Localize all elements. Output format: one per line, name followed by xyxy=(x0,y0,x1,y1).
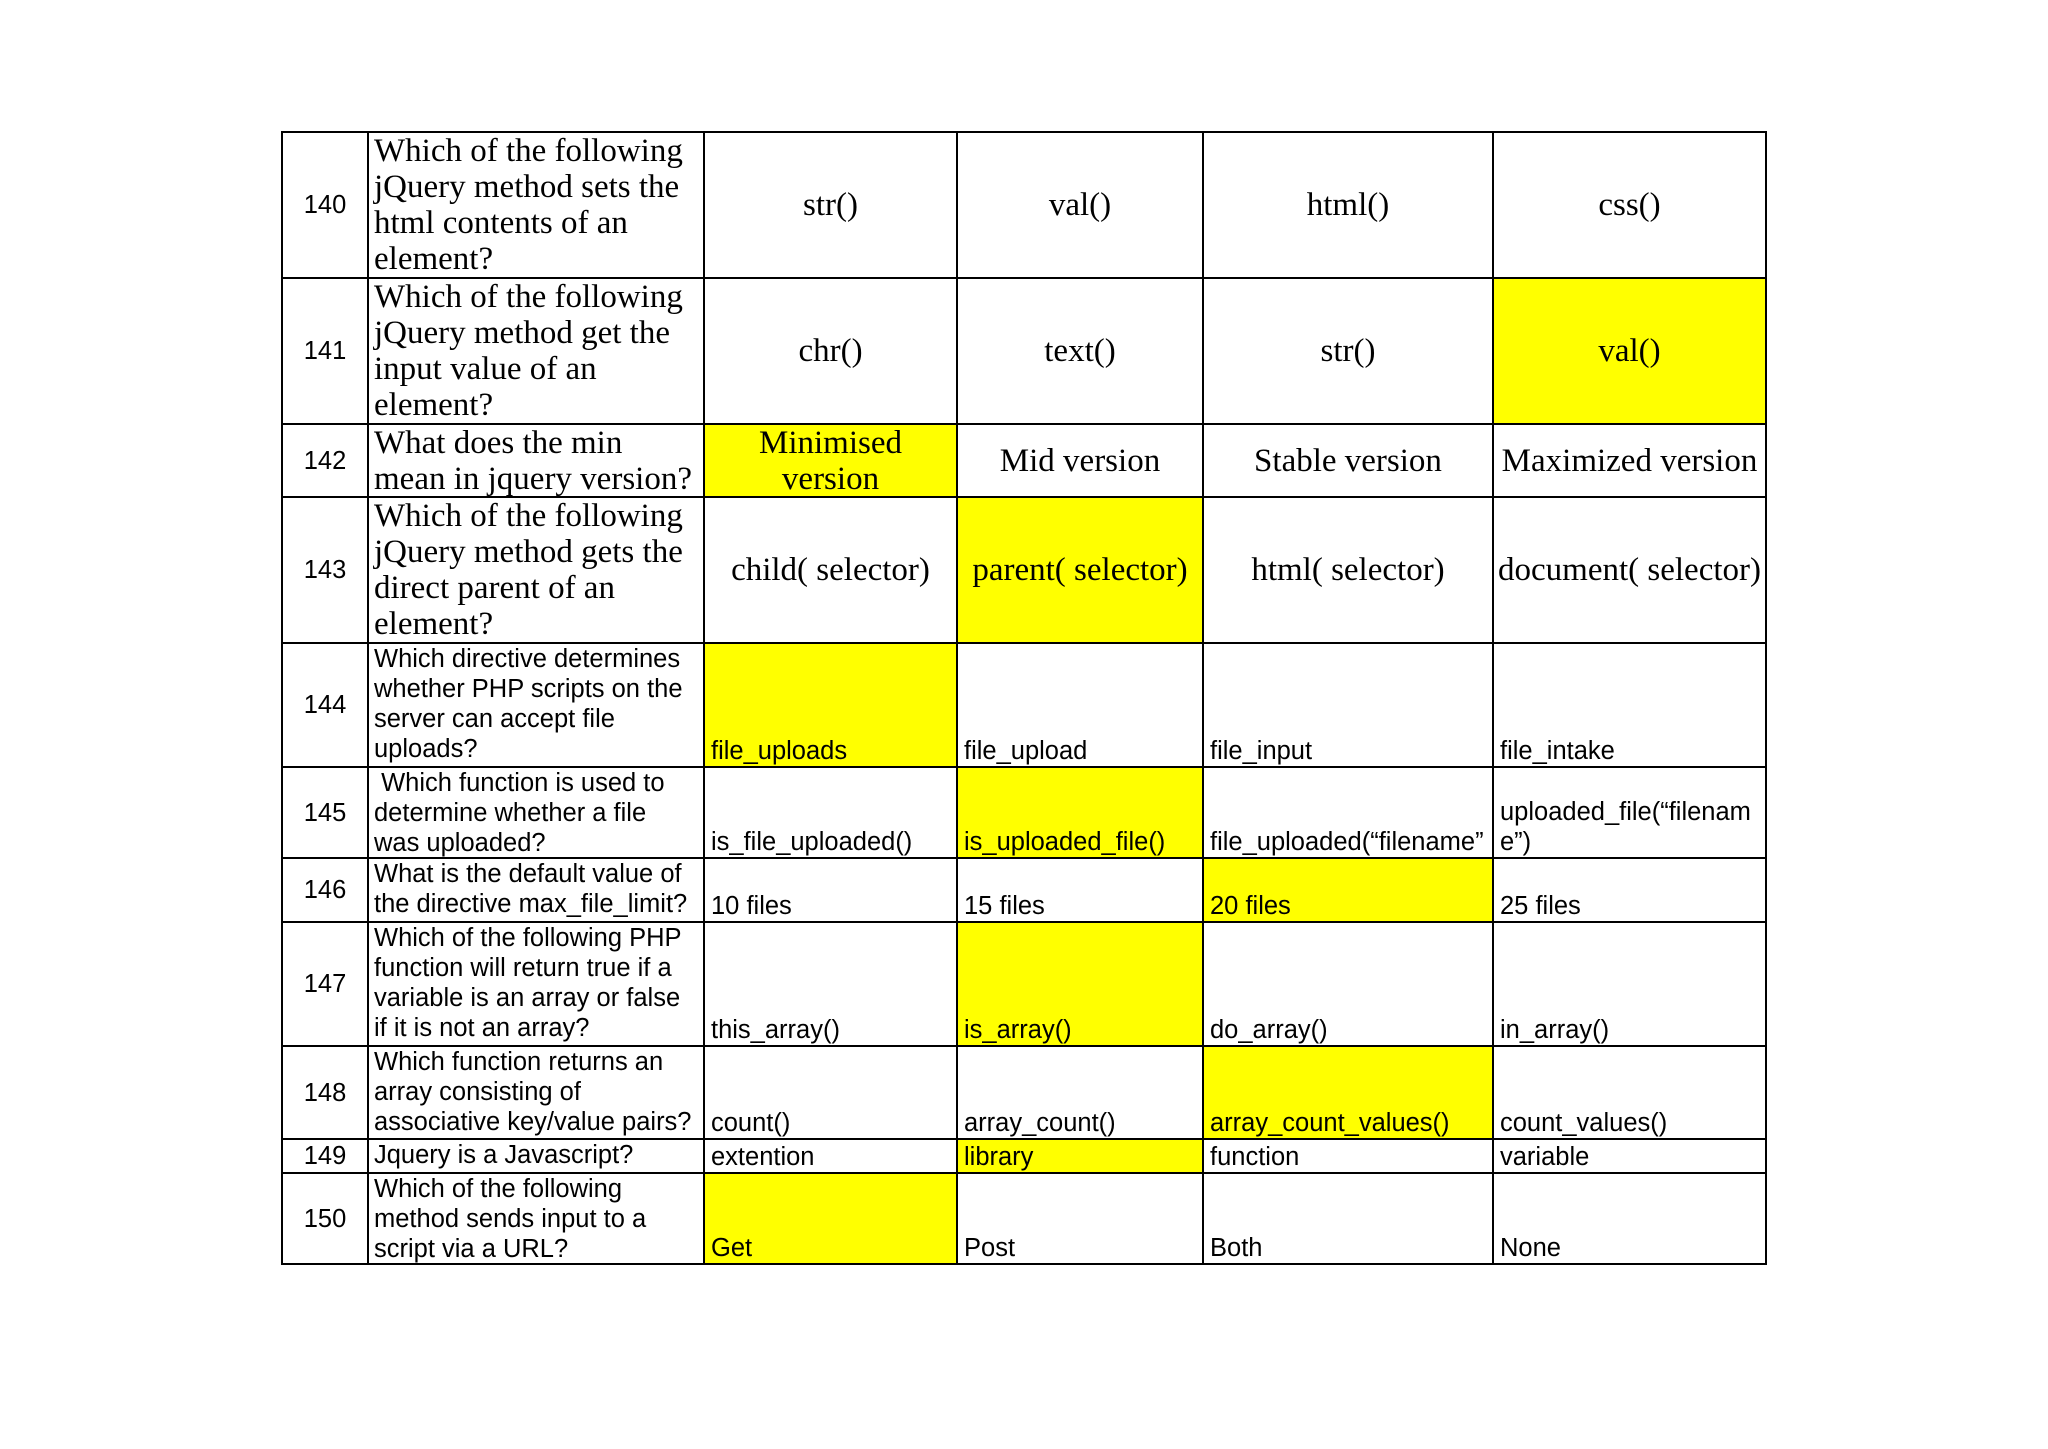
option-d: in_array() xyxy=(1494,923,1765,1045)
option-b: is_array() xyxy=(958,923,1202,1045)
question-number: 145 xyxy=(283,768,367,857)
option-d: 25 files xyxy=(1494,859,1765,921)
option-d: css() xyxy=(1494,133,1765,277)
question-text: Which of the following PHP function will… xyxy=(369,923,703,1045)
option-c: file_input xyxy=(1204,644,1492,766)
option-c: Both xyxy=(1204,1174,1492,1263)
option-d: uploaded_file(“filename”) xyxy=(1494,768,1765,857)
question-text: Which of the following jQuery method set… xyxy=(369,133,703,277)
option-a: child( selector) xyxy=(705,498,956,642)
option-c: Stable version xyxy=(1204,425,1492,496)
question-text: Which function is used to determine whet… xyxy=(369,768,703,857)
option-a: is_file_uploaded() xyxy=(705,768,956,857)
question-number: 141 xyxy=(283,279,367,423)
option-c: do_array() xyxy=(1204,923,1492,1045)
option-c: str() xyxy=(1204,279,1492,423)
option-b: array_count() xyxy=(958,1047,1202,1138)
question-number: 150 xyxy=(283,1174,367,1263)
question-number: 149 xyxy=(283,1140,367,1172)
question-text: Which of the following method sends inpu… xyxy=(369,1174,703,1263)
question-text: Which of the following jQuery method get… xyxy=(369,498,703,642)
question-text: What does the min mean in jquery version… xyxy=(369,425,703,496)
option-a: 10 files xyxy=(705,859,956,921)
option-b: Post xyxy=(958,1174,1202,1263)
option-b: parent( selector) xyxy=(958,498,1202,642)
option-a: Minimised version xyxy=(705,425,956,496)
option-c: html( selector) xyxy=(1204,498,1492,642)
question-text: Which function returns an array consisti… xyxy=(369,1047,703,1138)
option-d: None xyxy=(1494,1174,1765,1263)
question-number: 142 xyxy=(283,425,367,496)
option-d: Maximized version xyxy=(1494,425,1765,496)
question-text: What is the default value of the directi… xyxy=(369,859,703,921)
question-number: 146 xyxy=(283,859,367,921)
question-text: Which directive determines whether PHP s… xyxy=(369,644,703,766)
option-b: text() xyxy=(958,279,1202,423)
question-number: 143 xyxy=(283,498,367,642)
question-text: Which of the following jQuery method get… xyxy=(369,279,703,423)
option-a: chr() xyxy=(705,279,956,423)
option-b: 15 files xyxy=(958,859,1202,921)
option-a: count() xyxy=(705,1047,956,1138)
option-a: extention xyxy=(705,1140,956,1172)
option-d: file_intake xyxy=(1494,644,1765,766)
option-c: html() xyxy=(1204,133,1492,277)
question-number: 148 xyxy=(283,1047,367,1138)
option-b: val() xyxy=(958,133,1202,277)
question-text: Jquery is a Javascript? xyxy=(369,1140,703,1172)
option-c: function xyxy=(1204,1140,1492,1172)
option-b: is_uploaded_file() xyxy=(958,768,1202,857)
option-d: variable xyxy=(1494,1140,1765,1172)
option-b: library xyxy=(958,1140,1202,1172)
option-a: Get xyxy=(705,1174,956,1263)
option-a: file_uploads xyxy=(705,644,956,766)
option-c: file_uploaded(“filename” xyxy=(1204,768,1492,857)
question-number: 144 xyxy=(283,644,367,766)
option-a: str() xyxy=(705,133,956,277)
question-number: 147 xyxy=(283,923,367,1045)
option-c: array_count_values() xyxy=(1204,1047,1492,1138)
option-b: Mid version xyxy=(958,425,1202,496)
quiz-table: 140 Which of the following jQuery method… xyxy=(281,131,1767,1265)
option-d: document( selector) xyxy=(1494,498,1765,642)
question-number: 140 xyxy=(283,133,367,277)
option-c: 20 files xyxy=(1204,859,1492,921)
option-a: this_array() xyxy=(705,923,956,1045)
option-b: file_upload xyxy=(958,644,1202,766)
option-d: count_values() xyxy=(1494,1047,1765,1138)
option-d: val() xyxy=(1494,279,1765,423)
